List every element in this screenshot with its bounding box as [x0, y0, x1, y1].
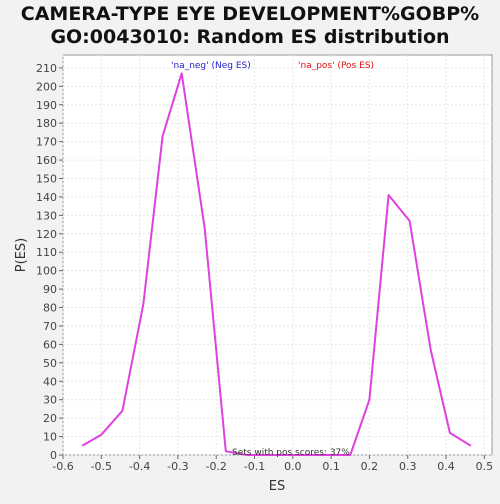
x-tick-label: 0.1 — [322, 460, 340, 473]
y-tick-label: 170 — [36, 136, 57, 149]
y-tick-label: 80 — [43, 302, 57, 315]
x-tick-label: 0.3 — [399, 460, 417, 473]
y-tick-label: 200 — [36, 80, 57, 93]
y-tick-label: 10 — [43, 431, 57, 444]
y-tick-label: 130 — [36, 209, 57, 222]
y-tick-label: 90 — [43, 283, 57, 296]
x-tick-label: -0.4 — [129, 460, 150, 473]
y-tick-label: 190 — [36, 99, 57, 112]
y-axis-label: P(ES) — [14, 238, 29, 272]
chart-title-line1: CAMERA-TYPE EYE DEVELOPMENT%GOBP% — [21, 3, 479, 25]
y-tick-label: 50 — [43, 357, 57, 370]
y-tick-label: 150 — [36, 173, 57, 186]
x-tick-label: 0.5 — [476, 460, 494, 473]
series-line — [81, 72, 472, 456]
series-layer — [81, 72, 472, 456]
y-tick-label: 60 — [43, 338, 57, 351]
y-tick-label: 210 — [36, 62, 57, 75]
y-tick-label: 0 — [50, 449, 57, 462]
y-tick-label: 110 — [36, 246, 57, 259]
y-tick-label: 30 — [43, 394, 57, 407]
y-tick-label: 140 — [36, 191, 57, 204]
legend-item-pos: 'na_pos' (Pos ES) — [298, 61, 374, 71]
y-tick-label: 70 — [43, 320, 57, 333]
legend-item-neg: 'na_neg' (Neg ES) — [171, 61, 251, 71]
y-tick-label: 20 — [43, 412, 57, 425]
x-tick-label: 0.2 — [361, 460, 379, 473]
x-axis-label: ES — [269, 479, 285, 494]
x-tick-label: -0.2 — [205, 460, 226, 473]
y-tick-label: 100 — [36, 265, 57, 278]
axes: -0.6 -0.5 -0.4 -0.3 -0.2 -0.1 0.0 0.1 0.2 0.3 0.4 0… — [36, 62, 493, 473]
y-tick-label: 120 — [36, 228, 57, 241]
y-tick-label: 40 — [43, 375, 57, 388]
chart-title-line2: GO:0043010: Random ES distribution — [50, 26, 449, 48]
x-tick-label: -0.5 — [91, 460, 112, 473]
pos-score-annotation: Sets with pos scores: 37% — [232, 448, 350, 458]
x-tick-label: -0.1 — [244, 460, 265, 473]
x-tick-label: -0.3 — [167, 460, 188, 473]
x-tick-label: 0.4 — [437, 460, 455, 473]
y-tick-label: 160 — [36, 154, 57, 167]
grid-lines — [62, 55, 492, 456]
x-tick-label: 0.0 — [284, 460, 302, 473]
y-tick-label: 180 — [36, 117, 57, 130]
plot-area — [62, 54, 493, 456]
x-tick-label: -0.6 — [52, 460, 73, 473]
